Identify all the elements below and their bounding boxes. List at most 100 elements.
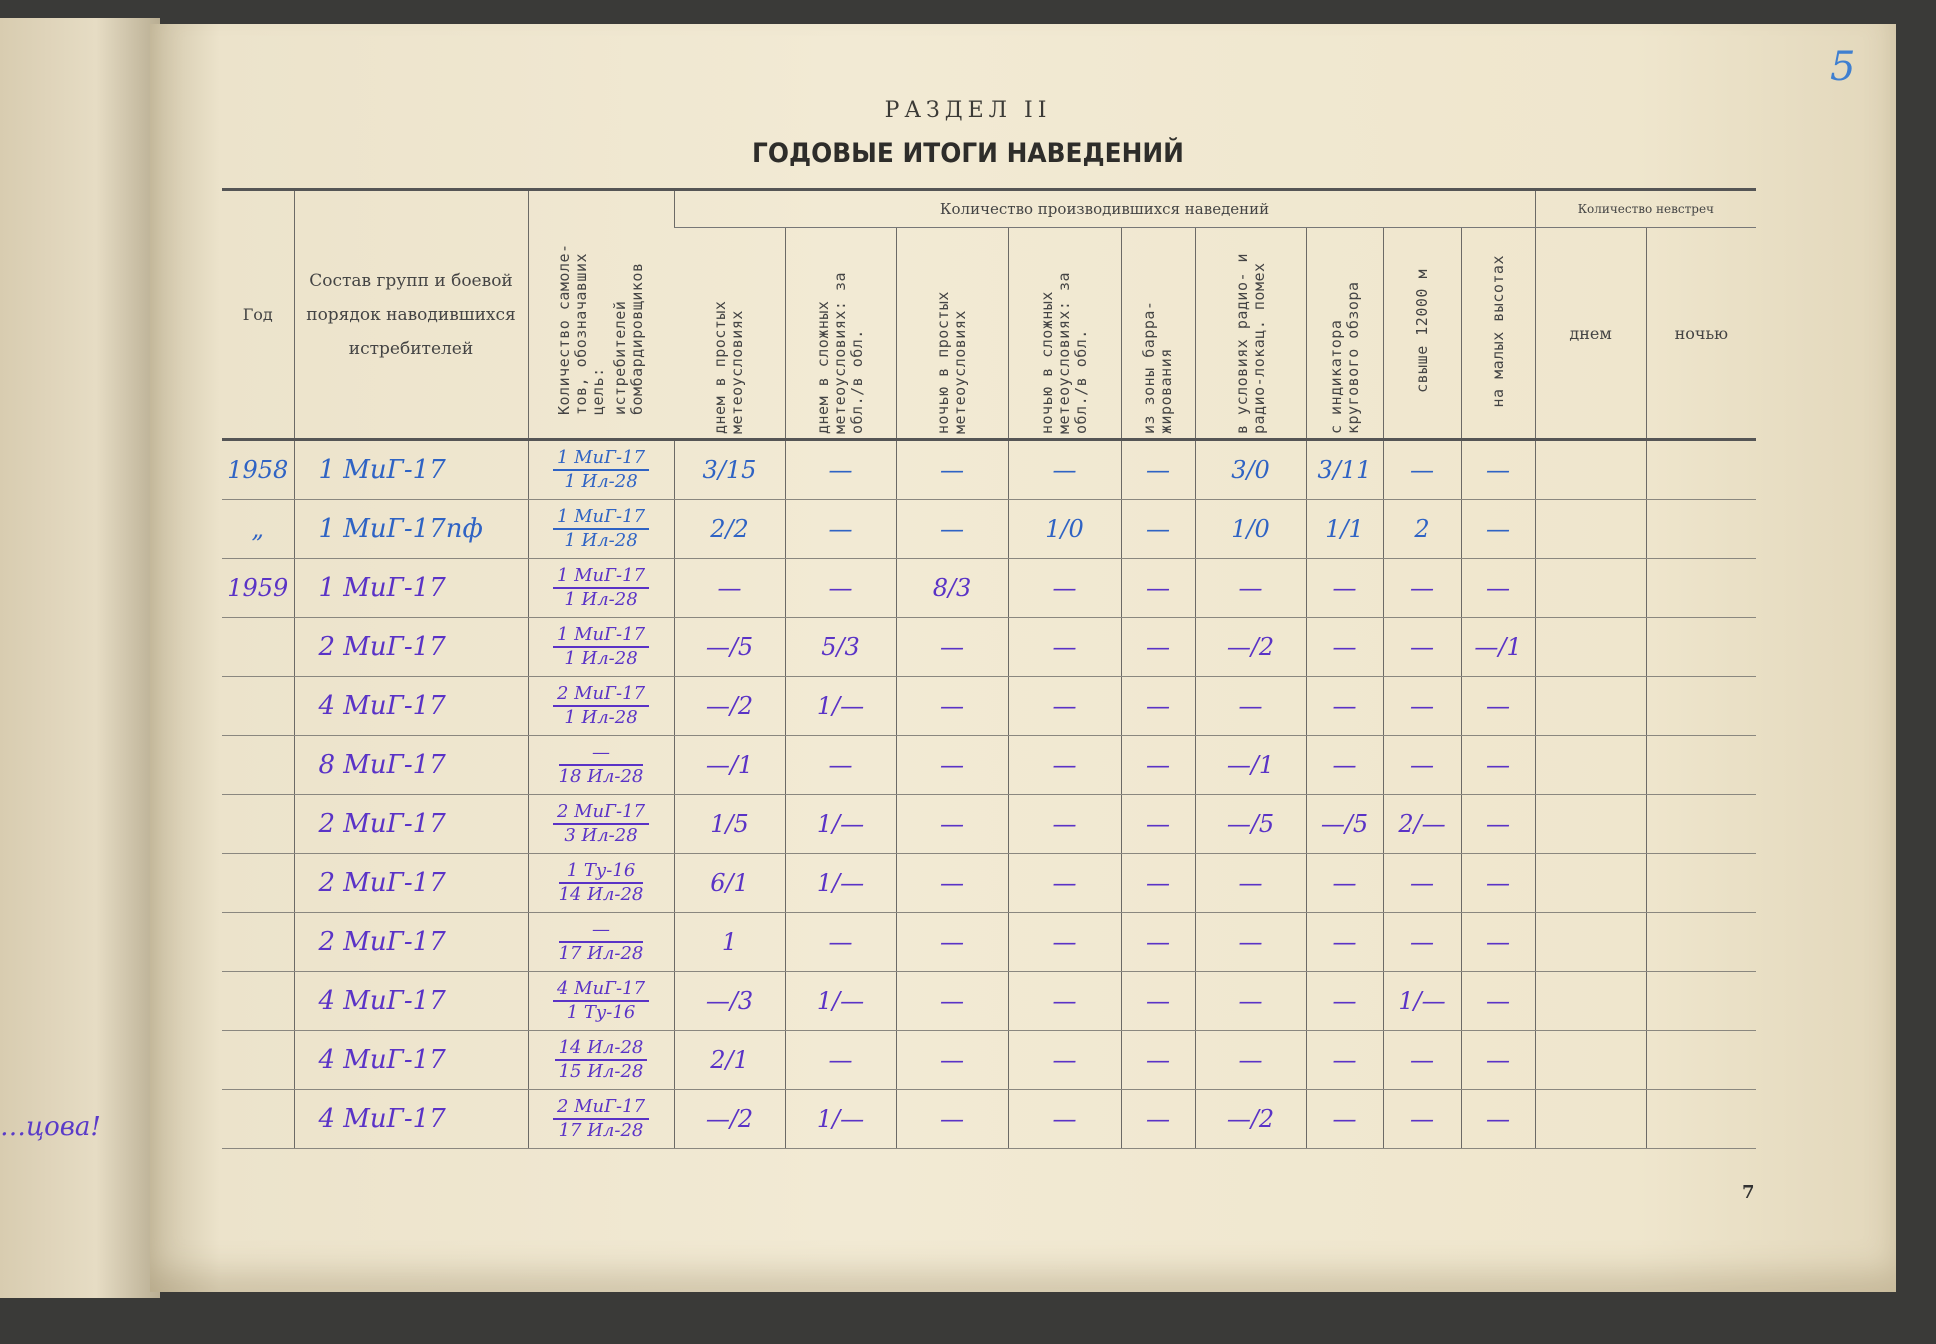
cell-guidance-count: — <box>895 617 1008 677</box>
cell-misses-day <box>1534 676 1647 736</box>
cell-misses-night <box>1645 735 1757 795</box>
targets-fighters: 2 МиГ-17 <box>552 1096 650 1120</box>
cell-guidance-count: —/5 <box>1305 794 1383 854</box>
cell-targets: 1 МиГ-17 1 Ил-28 <box>527 558 674 618</box>
targets-bombers: 1 Ил-28 <box>564 471 638 492</box>
header-guidance-col-text: свыше 12000 м <box>1412 269 1431 393</box>
cell-group: 2 МиГ-17 <box>293 853 528 913</box>
cell-year <box>222 971 294 1031</box>
cell-guidance-count: — <box>1120 912 1195 972</box>
cell-group: 4 МиГ-17 <box>293 971 528 1031</box>
targets-fighters: 1 МиГ-17 <box>552 506 650 530</box>
cell-guidance-count: — <box>1007 735 1121 795</box>
cell-group: 4 МиГ-17 <box>293 1030 528 1090</box>
header-guidance-col-text: на малых высотах <box>1488 254 1507 408</box>
cell-guidance-count: — <box>1382 1089 1461 1149</box>
cell-targets: —17 Ил-28 <box>527 912 674 972</box>
cell-year <box>222 912 294 972</box>
cell-targets: 1 Ту-16 14 Ил-28 <box>527 853 674 913</box>
cell-guidance-count: —/1 <box>1194 735 1306 795</box>
cell-guidance-count: — <box>1120 558 1195 618</box>
margin-handwriting: …цова! <box>0 1112 101 1142</box>
table-row: 8 МиГ-17—18 Ил-28 —/1— — — — —/1— — — <box>222 735 1757 795</box>
cell-misses-night <box>1645 912 1757 972</box>
cell-guidance-count: — <box>1007 558 1121 618</box>
header-guidance-col-text: с индикатора кругового обзора <box>1326 281 1362 434</box>
header-guidance-col: в условиях радио- и радио-локац. помех <box>1194 227 1306 441</box>
cell-guidance-count: — <box>1382 735 1461 795</box>
table-row: 4 МиГ-17 2 МиГ-17 1 Ил-28 —/2 1/— — — — — — — — <box>222 676 1757 736</box>
targets-fighters: 2 МиГ-17 <box>552 683 650 707</box>
targets-bombers: 18 Ил-28 <box>558 766 644 787</box>
cell-misses-day <box>1534 971 1647 1031</box>
targets-fighters: 4 МиГ-17 <box>552 978 650 1002</box>
cell-guidance-count: 6/1 <box>673 853 785 913</box>
header-guidance-col-text: днем в простых метеоусловиях <box>711 300 747 434</box>
cell-group: 1 МиГ-17 <box>293 558 528 618</box>
cell-guidance-count: — <box>1460 676 1536 736</box>
cell-misses-night <box>1645 1089 1757 1149</box>
cell-guidance-count: 1/— <box>784 971 896 1031</box>
cell-misses-night <box>1645 499 1757 559</box>
header-misses-col: днем <box>1534 227 1647 441</box>
targets-fraction: 4 МиГ-17 1 Ту-16 <box>552 978 650 1024</box>
cell-misses-night <box>1645 853 1757 913</box>
targets-fraction: —18 Ил-28 <box>558 742 644 788</box>
cell-guidance-count: — <box>784 1030 896 1090</box>
cell-guidance-count: — <box>1305 735 1383 795</box>
header-guidance-col: на малых высотах <box>1460 227 1536 441</box>
cell-targets: 2 МиГ-17 1 Ил-28 <box>527 676 674 736</box>
cell-guidance-count: — <box>1007 912 1121 972</box>
cell-guidance-count: — <box>1305 1089 1383 1149</box>
header-guidance-col: днем в простых метеоусловиях <box>674 227 785 441</box>
table-row: 2 МиГ-17 2 МиГ-17 3 Ил-28 1/5 1/— — — — —/5 —/5 2/… <box>222 794 1757 854</box>
cell-guidance-count: 5/3 <box>784 617 896 677</box>
cell-guidance-count: — <box>1382 912 1461 972</box>
cell-guidance-count: — <box>784 439 896 500</box>
cell-guidance-count: — <box>1007 794 1121 854</box>
cell-guidance-count: —/1 <box>1460 617 1536 677</box>
targets-fraction: —17 Ил-28 <box>558 919 644 965</box>
targets-bombers: 17 Ил-28 <box>558 1120 644 1141</box>
cell-guidance-count: — <box>1007 676 1121 736</box>
cell-misses-night <box>1645 676 1757 736</box>
cell-misses-day <box>1534 499 1647 559</box>
cell-guidance-count: 1/— <box>784 1089 896 1149</box>
cell-misses-night <box>1645 1030 1757 1090</box>
cell-misses-day <box>1534 558 1647 618</box>
table-row: 2 МиГ-17 1 Ту-16 14 Ил-28 6/1 1/— — — — — — — — <box>222 853 1757 913</box>
targets-bombers: 1 Ил-28 <box>564 530 638 551</box>
cell-year: 1959 <box>222 558 294 618</box>
header-guidance-col: ночью в простых метеоусловиях <box>895 227 1008 441</box>
cell-guidance-count: — <box>1194 853 1306 913</box>
table-row: 2 МиГ-17 1 МиГ-17 1 Ил-28 —/5 5/3— — — —/2— — —/1 <box>222 617 1757 677</box>
targets-fraction: 2 МиГ-17 3 Ил-28 <box>552 801 650 847</box>
targets-fighters: 14 Ил-28 <box>554 1037 648 1061</box>
cell-guidance-count: — <box>1382 558 1461 618</box>
targets-bombers: 1 Ил-28 <box>564 648 638 669</box>
targets-fraction: 14 Ил-28 15 Ил-28 <box>554 1037 648 1083</box>
cell-guidance-count: — <box>1120 735 1195 795</box>
header-targets-text: Количество самоле-тов, обозначавших цель… <box>554 243 607 415</box>
cell-guidance-count: — <box>1194 912 1306 972</box>
cell-group: 1 МиГ-17 <box>293 439 528 500</box>
cell-targets: 1 МиГ-17 1 Ил-28 <box>527 499 674 559</box>
header-guidance-group: Количество производившихся наведений <box>673 188 1536 228</box>
cell-guidance-count: — <box>1460 439 1536 500</box>
targets-fighters: — <box>558 919 644 943</box>
header-guidance-col: из зоны барра-жирования <box>1120 227 1195 441</box>
targets-bombers: 1 Ил-28 <box>564 589 638 610</box>
cell-targets: 1 МиГ-17 1 Ил-28 <box>527 617 674 677</box>
cell-guidance-count: — <box>784 912 896 972</box>
cell-group: 2 МиГ-17 <box>293 912 528 972</box>
cell-guidance-count: — <box>1120 676 1195 736</box>
cell-guidance-count: — <box>1305 558 1383 618</box>
cell-guidance-count: 3/0 <box>1194 439 1306 500</box>
cell-misses-night <box>1645 794 1757 854</box>
targets-fraction: 1 МиГ-17 1 Ил-28 <box>552 447 650 493</box>
cell-guidance-count: — <box>1382 853 1461 913</box>
targets-bombers: 15 Ил-28 <box>558 1061 644 1082</box>
cell-targets: 2 МиГ-17 3 Ил-28 <box>527 794 674 854</box>
header-group: Состав групп и боевой порядок наводивших… <box>293 188 528 441</box>
cell-guidance-count: — <box>1120 439 1195 500</box>
